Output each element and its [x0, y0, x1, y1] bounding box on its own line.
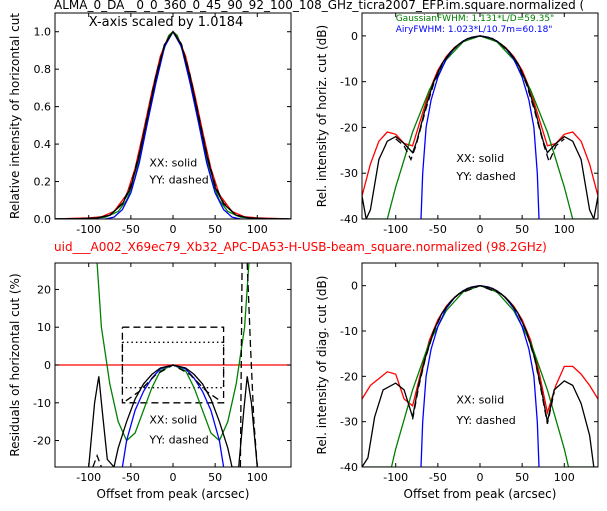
series-line-8 — [246, 263, 258, 467]
x-tick-label: 0 — [477, 471, 484, 484]
chart-panel-tl: -100 -50 0 50 100 0.0 0.2 0.4 0.6 0.8 1.0 Relative … — [8, 12, 292, 236]
y-tick-label: -40 — [340, 213, 358, 226]
y-axis-label: Rel. intensity of horiz. cut (dB) — [315, 25, 329, 207]
figure-title-top: ALMA_0_DA__0_0_360_0_45_90_92_100_108_GH… — [54, 0, 584, 12]
x-tick-label: 50 — [208, 471, 222, 484]
plot-area — [55, 13, 291, 219]
y-tick-label: -10 — [340, 76, 358, 89]
series-line-4 — [411, 285, 555, 425]
fwhm-text: AiryFWHM: 1.023*L/10.7m=60.18" — [396, 25, 553, 35]
x-axis-label: Offset from peak (arcsec) — [404, 487, 557, 501]
series-group — [362, 35, 598, 219]
legend-text: XX: solid — [456, 394, 504, 407]
series-line-3 — [362, 35, 598, 219]
y-tick-label: 1.0 — [34, 26, 52, 39]
y-axis-label: Residuals of horizontal cut (%) — [8, 273, 22, 456]
y-tick-label: 0.6 — [34, 101, 52, 114]
y-axis-label: Relative intensity of horizontal cut — [8, 13, 22, 219]
plot-area — [362, 13, 598, 219]
y-tick-label: -20 — [340, 121, 358, 134]
y-tick-label: 0.8 — [34, 63, 52, 76]
y-tick-label: 20 — [37, 283, 51, 296]
legend-text: XX: solid — [456, 152, 504, 165]
y-tick-label: 10 — [37, 321, 51, 334]
legend-text: YY: dashed — [455, 170, 515, 183]
x-tick-label: -100 — [76, 223, 101, 236]
y-tick-label: 0.2 — [34, 176, 52, 189]
y-tick-label: 0.0 — [34, 213, 52, 226]
y-tick-label: 0.4 — [34, 138, 52, 151]
series-line-6 — [92, 453, 103, 467]
y-tick-label: 0 — [44, 359, 51, 372]
y-tick-label: -30 — [340, 167, 358, 180]
legend-text: YY: dashed — [148, 173, 208, 186]
y-tick-label: -20 — [33, 435, 51, 448]
x-tick-label: 0 — [170, 223, 177, 236]
x-tick-label: -50 — [122, 223, 140, 236]
fwhm-text: GaussianFWHM: 1.131*L/D=59.35" — [396, 14, 554, 24]
series-line-7 — [239, 263, 243, 467]
x-tick-label: 100 — [554, 471, 575, 484]
x-tick-label: 50 — [515, 471, 529, 484]
x-tick-label: -50 — [429, 223, 447, 236]
y-tick-label: -10 — [340, 325, 358, 338]
y-tick-label: 0 — [351, 30, 358, 43]
x-tick-label: 0 — [477, 223, 484, 236]
x-axis-label: Offset from peak (arcsec) — [97, 487, 250, 501]
series-line-9 — [125, 364, 221, 402]
x-tick-label: -100 — [383, 471, 408, 484]
x-tick-label: -100 — [76, 471, 101, 484]
x-tick-label: -100 — [383, 223, 408, 236]
legend-text: YY: dashed — [148, 434, 208, 447]
plot-area — [362, 263, 598, 467]
series-group — [55, 30, 291, 219]
x-tick-label: -50 — [122, 471, 140, 484]
series-line-4 — [55, 30, 291, 219]
y-tick-label: -40 — [340, 461, 358, 474]
x-tick-label: 0 — [170, 471, 177, 484]
x-tick-label: 100 — [247, 223, 268, 236]
legend-text: XX: solid — [149, 157, 197, 170]
y-tick-label: -20 — [340, 370, 358, 383]
y-tick-label: -30 — [340, 416, 358, 429]
x-tick-label: 50 — [515, 223, 529, 236]
x-tick-label: 50 — [208, 223, 222, 236]
figure-title-mid: uid___A002_X69ec79_Xb32_APC-DA53-H-USB-b… — [54, 240, 547, 254]
legend-text: YY: dashed — [455, 414, 515, 427]
y-axis-label: Rel. intensity of diag. cut (dB) — [315, 276, 329, 455]
legend-text: XX: solid — [149, 414, 197, 427]
chart-annotation: X-axis scaled by 1.0184 — [89, 15, 244, 30]
series-group — [55, 263, 291, 467]
series-line-4 — [395, 35, 565, 164]
x-tick-label: 100 — [247, 471, 268, 484]
y-tick-label: 0 — [351, 280, 358, 293]
y-tick-label: -10 — [33, 397, 51, 410]
x-tick-label: 100 — [554, 223, 575, 236]
x-tick-label: -50 — [429, 471, 447, 484]
series-group — [362, 285, 598, 467]
